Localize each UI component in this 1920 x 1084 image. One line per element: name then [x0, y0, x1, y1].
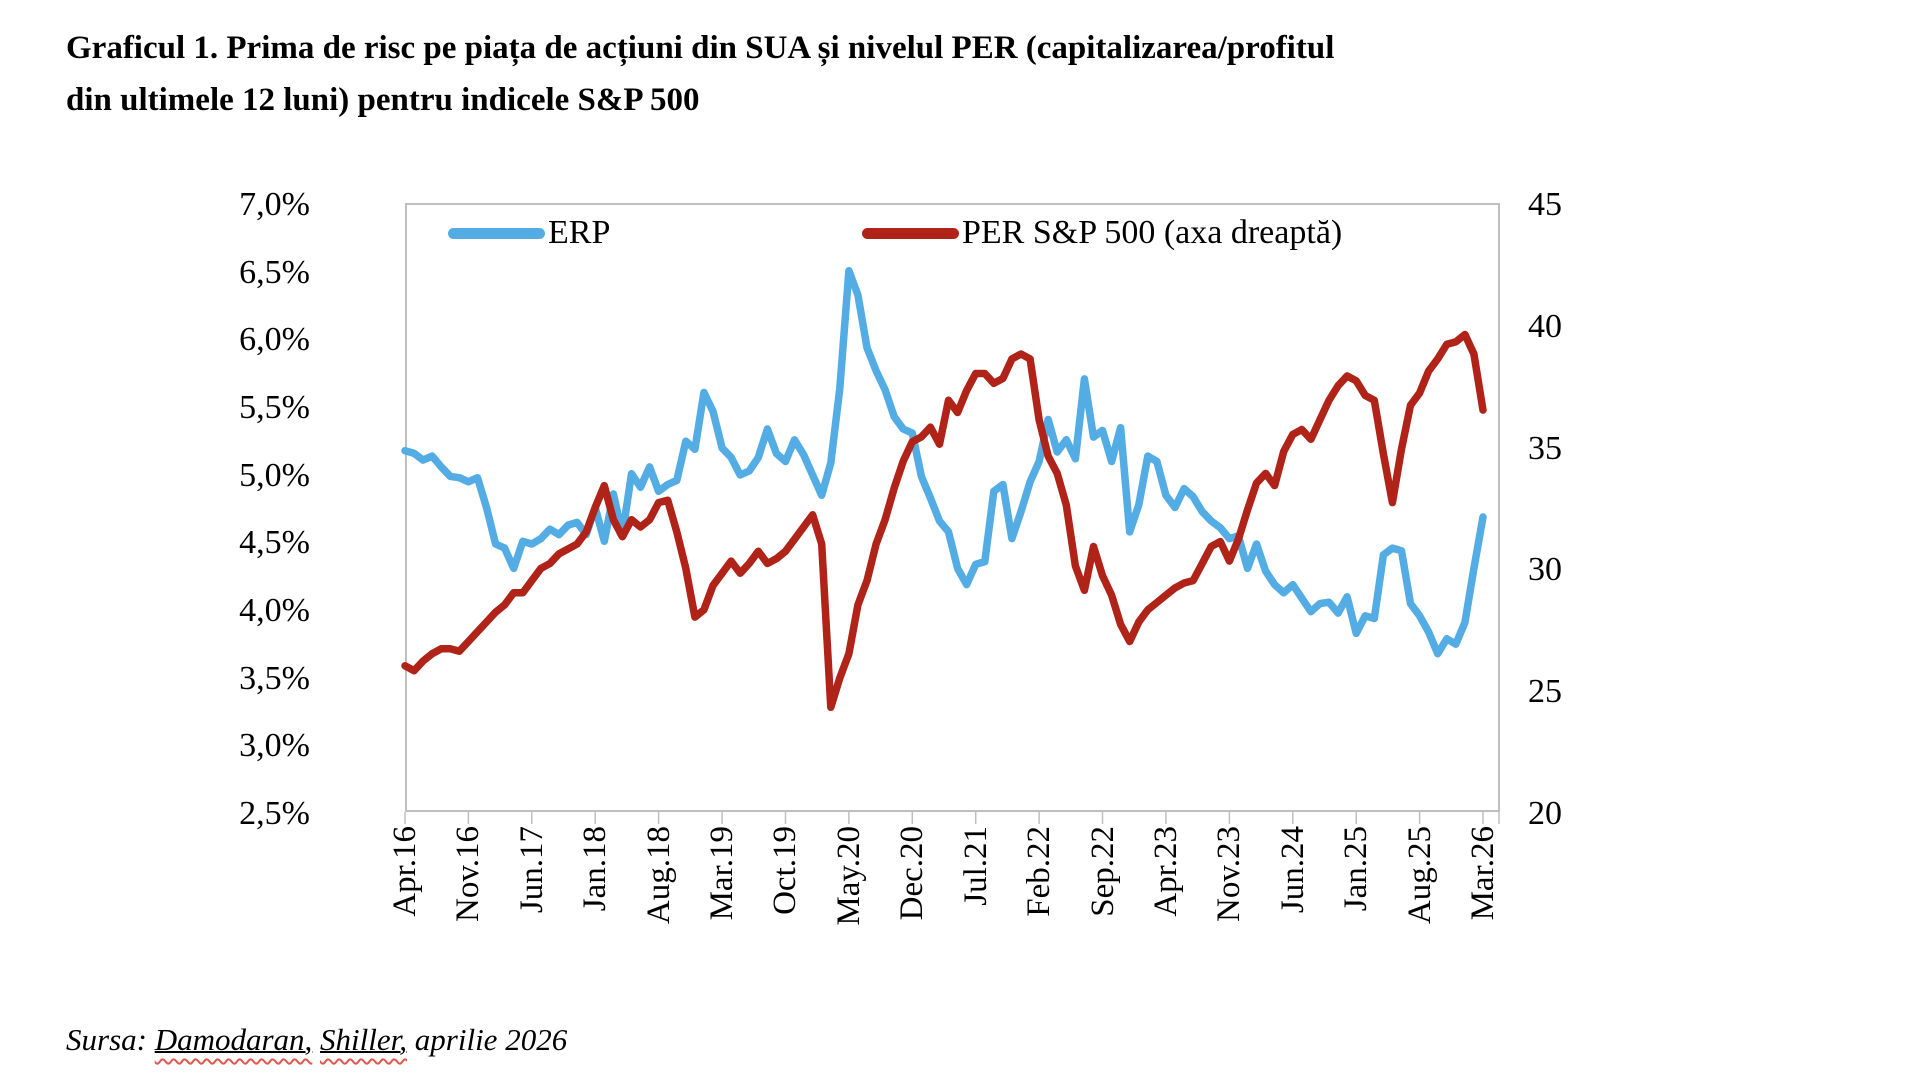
x-axis-tick-label: Sep.22 [1084, 826, 1121, 917]
legend-item-erp: ERP [448, 213, 610, 253]
left-axis-tick-label: 4,0% [239, 592, 310, 630]
right-axis-tick-label: 25 [1528, 673, 1562, 711]
source-ref-damodaran: Damodaran, [154, 1022, 313, 1057]
per-series-line [401, 330, 1487, 712]
legend-label-per: PER S&P 500 (axa dreaptă) [962, 214, 1343, 251]
chart-title-line1: Graficul 1. Prima de risc pe piața de ac… [66, 30, 1335, 66]
per-line-swatch [862, 227, 959, 239]
erp-series-line [401, 266, 1487, 658]
x-axis-tick-label: Nov.16 [450, 826, 487, 922]
left-axis-tick-label: 6,5% [239, 253, 310, 291]
x-axis-tick-label: Dec.20 [894, 826, 931, 921]
plot-border [405, 203, 1500, 812]
right-axis-tick-label: 30 [1528, 551, 1562, 589]
x-axis-tick-label: Apr.23 [1147, 826, 1184, 917]
left-axis-tick-label: 5,5% [239, 389, 310, 426]
left-axis-tick-label: 3,5% [239, 659, 310, 697]
x-axis-tick-label: Mar.26 [1465, 826, 1501, 921]
x-axis-tick-label: Jun.17 [513, 826, 550, 914]
left-axis-tick-label: 2,5% [239, 795, 310, 833]
left-axis-tick-label: 7,0% [239, 186, 310, 223]
left-axis-tick-label: 3,0% [239, 727, 310, 765]
right-axis-tick-label: 45 [1528, 186, 1562, 223]
x-axis-tick-label: Oct.19 [767, 826, 804, 915]
source-prefix: Sursa: [66, 1022, 155, 1057]
x-axis-tick-label: Jan.18 [577, 826, 614, 912]
erp-line-swatch [448, 227, 545, 239]
left-axis-tick-label: 5,0% [239, 456, 310, 494]
chart-title: Graficul 1. Prima de risc pe piața de ac… [66, 22, 1526, 126]
legend-item-per: PER S&P 500 (axa dreaptă) [862, 213, 1342, 253]
x-axis-tick-label: Nov.23 [1211, 826, 1248, 922]
source-suffix: aprilie 2026 [407, 1022, 568, 1057]
source-ref-shiller: Shiller, [320, 1022, 408, 1057]
plot-svg [401, 203, 1500, 824]
right-axis-tick-label: 40 [1528, 307, 1562, 345]
x-axis-tick-label: Jan.25 [1338, 826, 1375, 912]
legend-label-erp: ERP [548, 214, 611, 251]
right-axis-tick-label: 35 [1528, 429, 1562, 467]
left-axis-tick-label: 4,5% [239, 524, 310, 562]
left-axis-tick-label: 6,0% [239, 321, 310, 359]
x-axis-tick-label: Jun.24 [1274, 826, 1311, 914]
chart-title-line2: din ultimele 12 luni) pentru indicele S&… [66, 82, 700, 119]
x-axis-tick-label: Feb.22 [1021, 826, 1058, 917]
right-axis-tick-label: 20 [1528, 795, 1562, 832]
source-note: Sursa: Damodaran, Shiller, aprilie 2026 [66, 1022, 567, 1058]
x-axis-tick-label: May.20 [830, 826, 867, 926]
x-axis-tick-label: Aug.18 [640, 826, 677, 925]
x-axis-tick-label: Jul.21 [957, 826, 994, 906]
x-axis-tick-label: Mar.19 [704, 826, 741, 921]
x-axis-tick-label: Apr.16 [387, 826, 423, 917]
x-axis-tick-label: Aug.25 [1401, 826, 1438, 925]
